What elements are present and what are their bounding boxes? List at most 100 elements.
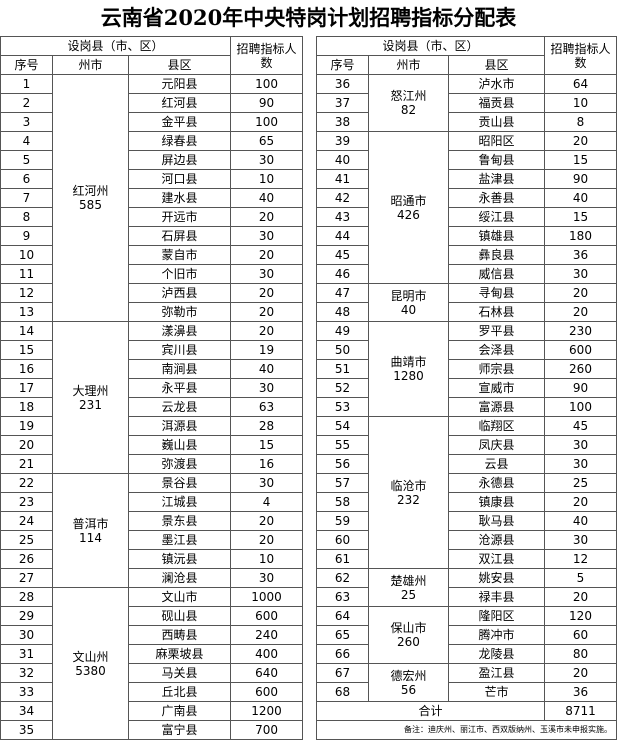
data-row: 39 昭通市 426 昭阳区 20	[315, 131, 617, 284]
quota-value: 640	[230, 663, 304, 683]
header-cell: 州市	[367, 55, 449, 75]
county-name: 泸水市	[447, 74, 546, 94]
header-cell: 招聘指标人数	[230, 36, 304, 75]
data-row: 27 澜沧县 30	[0, 568, 304, 588]
data-row: 21 弥渡县 16	[0, 454, 304, 474]
header-row: 设岗县（市、区） 招聘指标人数	[315, 36, 617, 75]
county-name: 双江县	[447, 549, 546, 569]
quota-value: 20	[230, 321, 304, 341]
row-number: 4	[0, 131, 53, 151]
county-name: 开远市	[127, 207, 232, 227]
row-number: 29	[0, 606, 53, 626]
note: 备注：迪庆州、丽江市、西双版纳州、玉溪市未申报实施。	[315, 720, 617, 740]
data-row: 33 丘北县 600	[0, 682, 304, 702]
row-number: 17	[0, 378, 53, 398]
data-row: 55 凤庆县 30	[315, 435, 617, 455]
row-number: 55	[315, 435, 369, 455]
data-row: 23 江城县 4	[0, 492, 304, 512]
row-number: 18	[0, 397, 53, 417]
county-name: 禄丰县	[447, 587, 546, 607]
quota-value: 20	[544, 302, 617, 322]
data-row: 6 河口县 10	[0, 169, 304, 189]
row-number: 57	[315, 473, 369, 493]
quota-value: 64	[544, 74, 617, 94]
quota-value: 20	[230, 245, 304, 265]
county-name: 弥勒市	[127, 302, 232, 322]
prefecture-name: 楚雄州	[390, 573, 427, 588]
data-row: 32 马关县 640	[0, 663, 304, 683]
prefecture-total: 5380	[75, 663, 106, 678]
data-row: 54 临沧市 232 临翔区 45	[315, 416, 617, 569]
prefecture-name: 红河州	[72, 184, 109, 198]
data-row: 36 怒江州 82 泸水市 64	[315, 74, 617, 132]
quota-value: 4	[230, 492, 304, 512]
quota-value: 1200	[230, 701, 304, 721]
prefecture-total: 25	[400, 587, 417, 602]
county-name: 个旧市	[127, 264, 232, 284]
row-number: 56	[315, 454, 369, 474]
row-number: 21	[0, 454, 53, 474]
quota-value: 30	[544, 264, 617, 284]
quota-value: 90	[230, 93, 304, 113]
row-number: 30	[0, 625, 53, 645]
county-name: 丘北县	[127, 682, 232, 702]
data-row: 14 大理州 231 漾濞县 20	[0, 321, 304, 474]
county-name: 红河县	[127, 93, 232, 113]
county-name: 凤庆县	[447, 435, 546, 455]
prefecture-cell: 怒江州 82	[367, 74, 449, 132]
row-number: 49	[315, 321, 369, 341]
county-name: 永德县	[447, 473, 546, 493]
county-name: 腾冲市	[447, 625, 546, 645]
data-row: 13 弥勒市 20	[0, 302, 304, 322]
county-name: 师宗县	[447, 359, 546, 379]
prefecture-cell: 文山州 5380	[52, 587, 129, 740]
quota-value: 90	[544, 378, 617, 398]
data-row: 43 绥江县 15	[315, 207, 617, 227]
county-name: 镇康县	[447, 492, 546, 512]
county-name: 澜沧县	[127, 568, 232, 588]
quota-value: 600	[230, 682, 304, 702]
prefecture-cell: 红河州 585	[52, 74, 129, 322]
row-number: 51	[315, 359, 369, 379]
prefecture-total: 231	[79, 397, 102, 412]
data-row: 40 鲁甸县 15	[315, 150, 617, 170]
header-row: 设岗县（市、区） 招聘指标人数	[0, 36, 304, 75]
row-number: 24	[0, 511, 53, 531]
quota-value: 30	[544, 454, 617, 474]
data-row: 56 云县 30	[315, 454, 617, 474]
county-name: 河口县	[127, 169, 232, 189]
quota-value: 100	[230, 112, 304, 132]
quota-value: 30	[230, 473, 304, 493]
data-row: 24 景东县 20	[0, 511, 304, 531]
county-name: 麻栗坡县	[127, 644, 232, 664]
data-row: 65 腾冲市 60	[315, 625, 617, 645]
quota-value: 600	[544, 340, 617, 360]
county-name: 元阳县	[127, 74, 232, 94]
data-row: 51 师宗县 260	[315, 359, 617, 379]
county-name: 巍山县	[127, 435, 232, 455]
quota-value: 15	[544, 207, 617, 227]
data-row: 4 绿春县 65	[0, 131, 304, 151]
county-name: 永善县	[447, 188, 546, 208]
county-name: 文山市	[127, 587, 232, 607]
county-name: 景谷县	[127, 473, 232, 493]
quota-value: 30	[230, 568, 304, 588]
county-name: 屏边县	[127, 150, 232, 170]
quota-value: 700	[230, 720, 304, 740]
county-name: 南涧县	[127, 359, 232, 379]
prefecture-total: 426	[397, 207, 420, 222]
county-name: 威信县	[447, 264, 546, 284]
data-row: 26 镇沅县 10	[0, 549, 304, 569]
data-row: 41 盐津县 90	[315, 169, 617, 189]
row-number: 3	[0, 112, 53, 132]
quota-value: 100	[544, 397, 617, 417]
header-cell: 州市	[52, 55, 129, 75]
header-cell: 序号	[0, 55, 53, 75]
quota-value: 16	[230, 454, 304, 474]
quota-value: 20	[230, 283, 304, 303]
quota-value: 30	[230, 378, 304, 398]
prefecture-total: 82	[400, 103, 417, 117]
row-number: 23	[0, 492, 53, 512]
county-name: 贡山县	[447, 112, 546, 132]
